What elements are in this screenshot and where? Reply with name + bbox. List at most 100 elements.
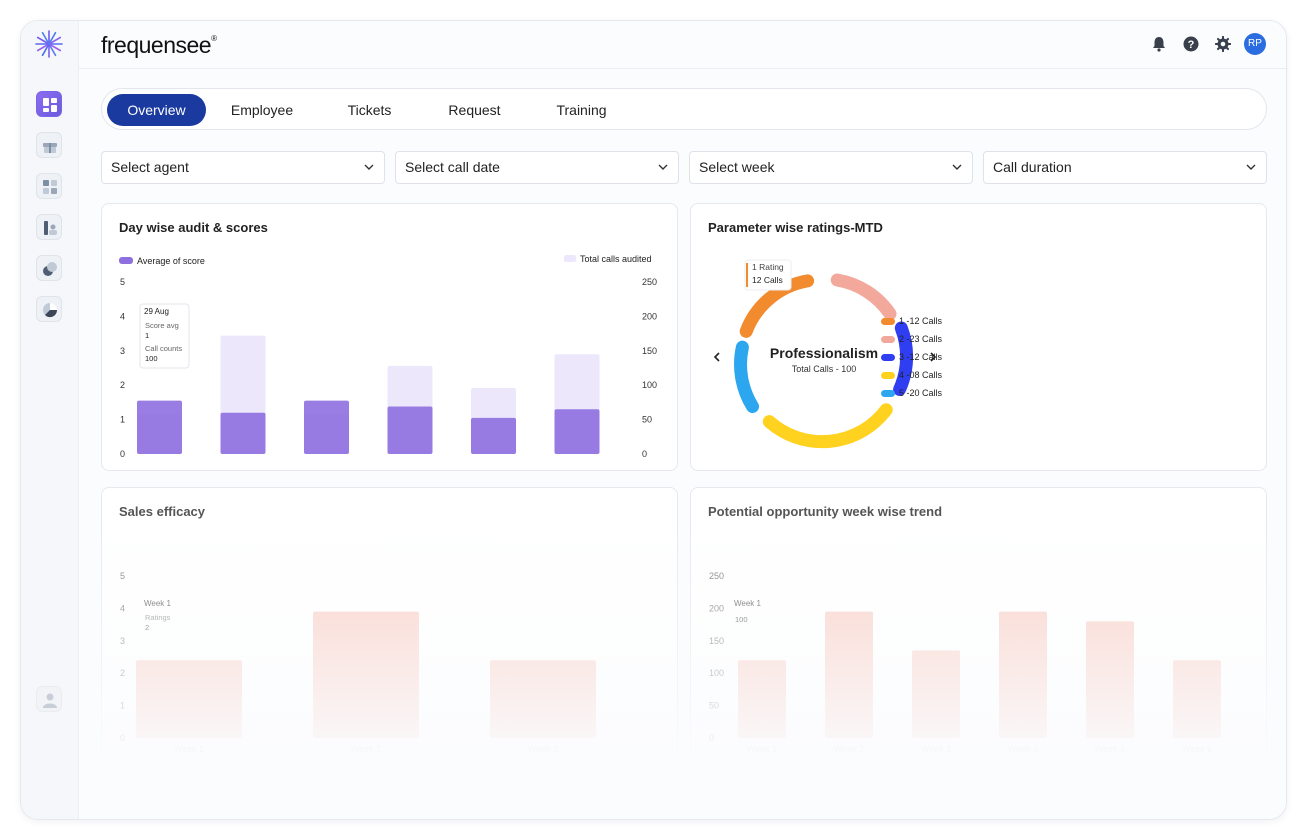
score-bar [471,417,516,454]
settings-icon[interactable] [1214,35,1232,53]
brand-logo: frequensee® [101,32,217,58]
user-icon [43,693,57,708]
report-icon [44,221,57,235]
sidebar-item-rewards[interactable] [36,132,62,158]
sidebar-item-grid[interactable] [36,173,62,199]
bar [912,650,960,738]
bar [1173,660,1221,738]
day-wise-title: Day wise audit & scores [119,220,268,235]
x-tick: Week 1 [747,744,777,754]
y-tick-left: 1 [120,415,125,425]
y-tick: 200 [709,603,724,613]
potential-title: Potential opportunity week wise trend [708,504,943,519]
tooltip-score-value: 1 [145,331,149,340]
week-select[interactable]: Select week [689,151,973,184]
legend-label: 5 -20 Calls [899,388,943,398]
call-duration-select[interactable]: Call duration [983,151,1267,184]
x-tick: Week 6 [1182,744,1212,754]
chevron-down-icon [364,164,374,170]
pie-icon [43,303,58,318]
donut-tooltip: 1 Rating 12 Calls [744,259,792,291]
burst-logo-icon [35,30,63,58]
top-bar: frequensee® ? RP [79,21,1286,69]
call-duration-select-value: Call duration [993,159,1072,175]
app-window: frequensee® ? RP Overvi [20,20,1287,820]
sales-tooltip-week: Week 1 [144,599,172,608]
chevron-down-icon [1246,164,1256,170]
sidebar-item-dashboard[interactable] [36,91,62,117]
tab-overview[interactable]: Overview [107,94,206,126]
tab-training[interactable]: Training [556,102,607,118]
tab-tickets[interactable]: Tickets [347,102,392,118]
potential-tooltip: Week 1 100 [734,599,762,624]
y-tick-right: 50 [642,415,652,425]
y-tick: 0 [120,733,125,743]
sidebar-item-profile[interactable] [36,686,62,712]
sales-title: Sales efficacy [119,504,206,519]
sales-tooltip-label: Ratings [145,613,171,622]
sales-tooltip-value: 2 [145,623,149,632]
tooltip-calls-value: 100 [145,354,158,363]
day-wise-chart: Average of score Total calls audited 0 1 2… [119,254,657,459]
y-tick: 2 [120,668,125,678]
x-tick: Week 3 [528,744,558,754]
x-tick: Week 4 [1008,744,1038,754]
legend-avg-swatch [119,257,133,264]
donut-segment-2 [830,273,897,321]
score-bar [137,400,182,454]
y-tick-right: 150 [642,346,657,356]
y-tick: 50 [709,701,719,711]
parameter-card: Parameter wise ratings-MTD Professionali… [690,203,1267,471]
y-tick-left: 4 [120,311,125,321]
bell-icon[interactable] [1150,35,1168,53]
bar [825,611,873,738]
chevron-right-icon[interactable] [930,352,937,362]
legend-item: 2 -23 Calls [881,334,942,344]
chevron-left-icon[interactable] [713,352,720,362]
help-icon[interactable]: ? [1182,35,1200,53]
y-tick-left: 0 [120,449,125,459]
legend-item: 4 -08 Calls [881,370,942,380]
sidebar-item-analytics[interactable] [36,296,62,322]
bar [313,611,419,738]
sidebar-item-toggle[interactable] [36,255,62,281]
avatar[interactable]: RP [1244,33,1266,55]
bar [1086,621,1134,738]
y-tick: 3 [120,636,125,646]
legend-item: 1 -12 Calls [881,316,942,326]
sales-tooltip: Week 1 Ratings 2 [144,599,172,632]
y-tick: 150 [709,636,724,646]
score-bar [304,400,349,454]
tab-request[interactable]: Request [448,102,501,118]
donut-center-title: Professionalism [770,345,878,361]
chevron-down-icon [952,164,962,170]
bar [136,660,242,738]
y-tick: 0 [709,733,714,743]
legend-label: 3 -12 Calls [899,352,943,362]
donut-segment-5 [734,340,759,413]
toggle-icon [43,262,57,276]
score-bar [554,409,600,454]
dashboard-icon [43,98,57,112]
tooltip-score-label: Score avg [145,321,179,330]
legend-total-label: Total calls audited [580,254,652,264]
x-tick: Week 3 [921,744,951,754]
legend-avg-label: Average of score [137,256,205,266]
agent-select[interactable]: Select agent [101,151,385,184]
tab-employee[interactable]: Employee [230,102,294,118]
parameter-chart: Professionalism Total Calls - 100 1 Rati… [713,259,937,449]
sidebar-item-reports[interactable] [36,214,62,240]
call-date-select[interactable]: Select call date [395,151,679,184]
chevron-down-icon [658,164,668,170]
tab-bar: Overview Employee Tickets Request Traini… [101,88,1267,130]
donut-segment-3 [893,321,914,396]
y-tick-right: 100 [642,380,657,390]
bar [490,660,596,738]
parameter-title: Parameter wise ratings-MTD [708,220,883,235]
tooltip-date: 29 Aug [144,307,169,316]
gift-icon [43,143,57,153]
y-tick: 100 [709,668,724,678]
y-tick: 1 [120,701,125,711]
call-date-select-value: Select call date [405,159,500,175]
legend-item: 5 -20 Calls [881,388,942,398]
